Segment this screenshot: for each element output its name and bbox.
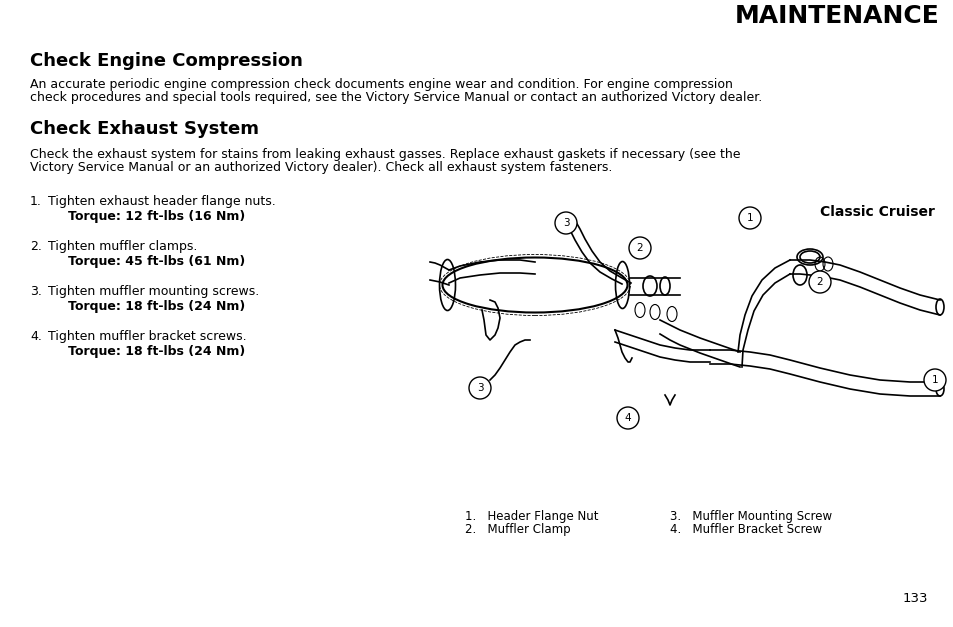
Text: Tighten muffler mounting screws.: Tighten muffler mounting screws. [48,285,259,298]
Text: Check the exhaust system for stains from leaking exhaust gasses. Replace exhaust: Check the exhaust system for stains from… [30,148,740,161]
Text: 3: 3 [562,218,569,228]
Text: 1: 1 [746,213,753,223]
Text: Victory Service Manual or an authorized Victory dealer). Check all exhaust syste: Victory Service Manual or an authorized … [30,161,612,174]
Text: 2: 2 [636,243,642,253]
Text: An accurate periodic engine compression check documents engine wear and conditio: An accurate periodic engine compression … [30,78,732,91]
Text: 3.   Muffler Mounting Screw: 3. Muffler Mounting Screw [669,510,831,523]
Text: 3.: 3. [30,285,42,298]
Circle shape [628,237,650,259]
Text: Torque: 18 ft-lbs (24 Nm): Torque: 18 ft-lbs (24 Nm) [68,300,245,313]
Text: 4: 4 [624,413,631,423]
Text: MAINTENANCE: MAINTENANCE [735,4,939,28]
Text: 1.   Header Flange Nut: 1. Header Flange Nut [464,510,598,523]
Text: 2: 2 [816,277,822,287]
Circle shape [469,377,491,399]
Text: Torque: 18 ft-lbs (24 Nm): Torque: 18 ft-lbs (24 Nm) [68,345,245,358]
Text: Check Engine Compression: Check Engine Compression [30,52,302,70]
Text: check procedures and special tools required, see the Victory Service Manual or c: check procedures and special tools requi… [30,91,761,104]
Text: 4.   Muffler Bracket Screw: 4. Muffler Bracket Screw [669,523,821,536]
Text: Classic Cruiser: Classic Cruiser [820,205,934,219]
Text: 3: 3 [476,383,483,393]
Text: Torque: 45 ft-lbs (61 Nm): Torque: 45 ft-lbs (61 Nm) [68,255,245,268]
Circle shape [923,369,945,391]
Text: 2.   Muffler Clamp: 2. Muffler Clamp [464,523,570,536]
Circle shape [808,271,830,293]
Text: Torque: 12 ft-lbs (16 Nm): Torque: 12 ft-lbs (16 Nm) [68,210,245,223]
Text: 4.: 4. [30,330,42,343]
Text: Tighten muffler clamps.: Tighten muffler clamps. [48,240,197,253]
Circle shape [739,207,760,229]
Text: 1.: 1. [30,195,42,208]
Text: 133: 133 [902,592,927,605]
Text: Check Exhaust System: Check Exhaust System [30,120,258,138]
Text: Tighten exhaust header flange nuts.: Tighten exhaust header flange nuts. [48,195,275,208]
Text: 2.: 2. [30,240,42,253]
Text: Tighten muffler bracket screws.: Tighten muffler bracket screws. [48,330,247,343]
Circle shape [617,407,639,429]
Text: 1: 1 [931,375,938,385]
Circle shape [555,212,577,234]
